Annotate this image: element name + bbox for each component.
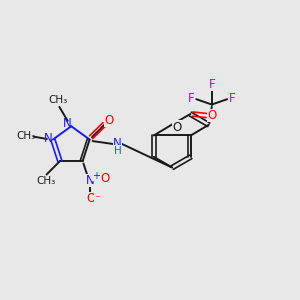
Text: O: O [172,121,182,134]
Text: O: O [86,192,95,205]
Text: ⁻: ⁻ [94,194,100,204]
Text: H: H [114,146,122,156]
Text: +: + [92,171,100,181]
Text: O: O [207,109,216,122]
Text: F: F [208,77,215,91]
Text: F: F [229,92,236,105]
Text: CH₃: CH₃ [36,176,55,186]
Text: N: N [85,174,94,187]
Text: N: N [113,136,122,150]
Text: N: N [44,133,53,146]
Text: CH₃: CH₃ [48,95,68,105]
Text: O: O [104,114,114,127]
Text: O: O [100,172,110,185]
Text: F: F [188,92,195,105]
Text: N: N [63,117,72,130]
Text: CH₃: CH₃ [17,131,36,141]
